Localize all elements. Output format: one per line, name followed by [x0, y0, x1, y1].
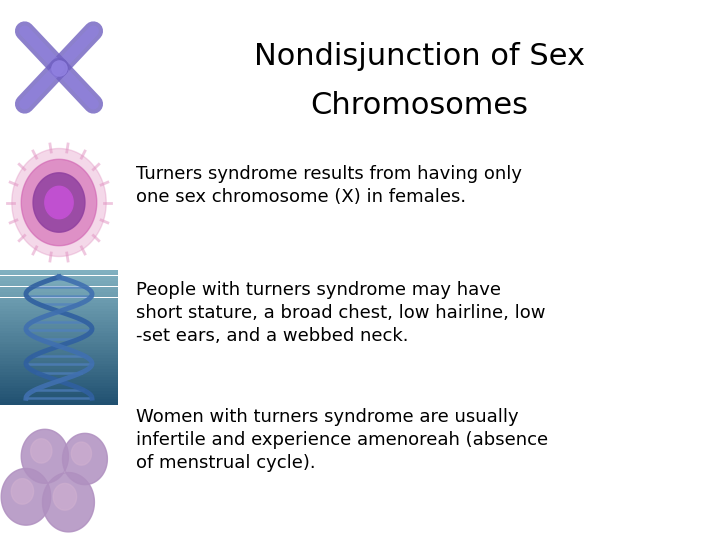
- Text: People with turners syndrome may have
short stature, a broad chest, low hairline: People with turners syndrome may have sh…: [136, 281, 546, 345]
- Bar: [0, 402, 118, 405]
- Polygon shape: [63, 434, 107, 484]
- Polygon shape: [22, 429, 68, 483]
- Bar: [0, 317, 118, 320]
- Bar: [0, 377, 118, 380]
- Bar: [0, 333, 118, 336]
- Bar: [0, 275, 118, 278]
- Polygon shape: [31, 439, 52, 463]
- Bar: [0, 375, 118, 377]
- Bar: [0, 278, 118, 281]
- Bar: [0, 350, 118, 353]
- Bar: [0, 306, 118, 308]
- Polygon shape: [22, 159, 96, 246]
- Bar: [0, 372, 118, 375]
- Polygon shape: [12, 478, 34, 504]
- Bar: [0, 314, 118, 317]
- Polygon shape: [53, 483, 76, 510]
- Bar: [0, 405, 118, 408]
- Polygon shape: [12, 148, 107, 256]
- Bar: [0, 397, 118, 400]
- Bar: [0, 345, 118, 347]
- Polygon shape: [33, 173, 85, 232]
- Bar: [0, 284, 118, 287]
- Bar: [0, 367, 118, 369]
- Bar: [0, 281, 118, 284]
- Text: Nondisjunction of Sex: Nondisjunction of Sex: [253, 42, 585, 71]
- Bar: [0, 289, 118, 292]
- Bar: [0, 322, 118, 325]
- Bar: [0, 295, 118, 298]
- Bar: [0, 303, 118, 306]
- Bar: [0, 328, 118, 330]
- Text: Turners syndrome results from having only
one sex chromosome (X) in females.: Turners syndrome results from having onl…: [136, 165, 522, 206]
- Text: Chromosomes: Chromosomes: [310, 91, 528, 120]
- Bar: [0, 298, 118, 300]
- Bar: [0, 270, 118, 273]
- Bar: [0, 361, 118, 363]
- Bar: [0, 336, 118, 339]
- Polygon shape: [42, 472, 94, 532]
- Bar: [0, 383, 118, 386]
- Bar: [0, 308, 118, 311]
- Polygon shape: [71, 442, 91, 465]
- Bar: [0, 312, 118, 314]
- Bar: [0, 363, 118, 366]
- Bar: [0, 388, 118, 391]
- Bar: [0, 300, 118, 303]
- Bar: [0, 330, 118, 333]
- Bar: [0, 380, 118, 383]
- Polygon shape: [45, 186, 73, 219]
- Bar: [0, 325, 118, 328]
- Bar: [0, 347, 118, 350]
- Bar: [0, 292, 118, 295]
- Bar: [0, 273, 118, 275]
- Bar: [0, 320, 118, 322]
- Bar: [0, 339, 118, 342]
- Bar: [0, 369, 118, 372]
- Text: Women with turners syndrome are usually
infertile and experience amenoreah (abse: Women with turners syndrome are usually …: [136, 408, 548, 471]
- Bar: [0, 287, 118, 289]
- Bar: [0, 391, 118, 394]
- Bar: [0, 400, 118, 402]
- Bar: [0, 355, 118, 358]
- Bar: [0, 394, 118, 397]
- Bar: [0, 342, 118, 345]
- Bar: [0, 358, 118, 361]
- Point: [53, 63, 65, 72]
- Polygon shape: [1, 469, 50, 525]
- Bar: [0, 386, 118, 388]
- Bar: [0, 353, 118, 355]
